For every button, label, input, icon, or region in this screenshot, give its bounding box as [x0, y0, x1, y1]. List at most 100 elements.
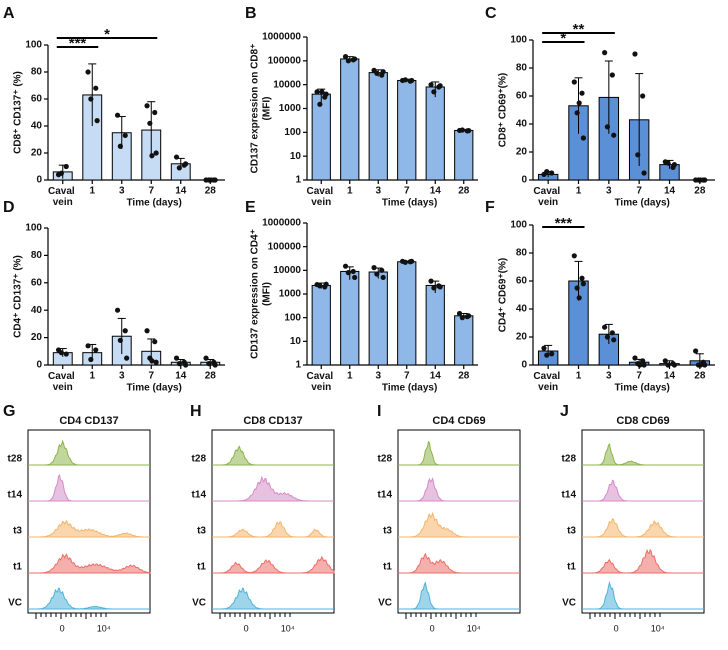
data-point	[456, 310, 463, 317]
panel-letter: F	[485, 199, 495, 216]
data-point	[635, 152, 641, 158]
row-label: t14	[8, 490, 23, 501]
row-label: t3	[567, 526, 576, 537]
y-tick-label: 60	[516, 276, 528, 287]
significance-label: *	[104, 26, 110, 43]
histogram	[582, 442, 704, 466]
data-point	[117, 143, 123, 149]
data-point	[466, 128, 472, 134]
y-tick-label: 60	[516, 91, 528, 102]
x-tick-label: 10⁴	[281, 623, 295, 633]
data-point	[428, 82, 434, 88]
y-axis-label: CD137 expression on CD8⁺	[250, 44, 261, 174]
data-point	[640, 93, 646, 99]
data-point	[431, 89, 437, 95]
histogram	[28, 474, 150, 502]
data-point	[173, 355, 180, 361]
data-point	[544, 352, 550, 358]
data-point	[58, 170, 64, 176]
y-tick-label: 1000000	[262, 218, 301, 229]
row-label: t3	[383, 526, 392, 537]
y-tick-label: 1000	[279, 103, 302, 114]
y-tick-label: 0	[521, 360, 527, 371]
y-tick-label: 100	[284, 127, 301, 138]
x-tick-label: 7	[636, 186, 642, 197]
y-axis-label: CD4⁺ CD69⁺(%)	[498, 258, 509, 332]
histogram	[398, 440, 520, 466]
data-point	[431, 285, 437, 291]
row-label: t1	[197, 562, 206, 573]
bar	[311, 93, 331, 181]
data-point	[152, 339, 158, 345]
y-tick-label: 100	[510, 220, 527, 231]
data-point	[576, 100, 582, 106]
row-label: t3	[13, 526, 22, 537]
data-point	[122, 132, 128, 139]
data-point	[379, 267, 385, 273]
data-point	[371, 265, 377, 271]
y-tick-label: 0	[36, 175, 42, 186]
x-tick-label: 3	[606, 186, 612, 197]
x-tick-label: 0	[430, 623, 435, 633]
y-tick-label: 40	[516, 304, 528, 315]
y-tick-label: 100	[25, 223, 42, 234]
data-point	[176, 165, 182, 171]
y-tick-label: 20	[31, 332, 43, 343]
data-point	[641, 362, 647, 368]
data-point	[697, 362, 704, 368]
data-point	[609, 72, 615, 78]
flow-title: CD8 CD137	[243, 415, 302, 427]
x-tick-label: 7	[404, 186, 410, 197]
x-tick-label: 10⁴	[467, 623, 481, 633]
data-point	[117, 337, 123, 343]
data-point	[144, 328, 150, 334]
x-tick-label: 0	[244, 623, 249, 633]
bar	[368, 271, 388, 366]
x-tick-label: 10⁴	[97, 623, 111, 633]
y-axis-label: (MFI)	[262, 282, 273, 306]
data-point	[342, 263, 349, 269]
y-tick-label: 1000000	[262, 32, 301, 43]
flow-title: CD4 CD137	[59, 415, 118, 427]
histogram	[582, 518, 704, 538]
flow-box	[211, 429, 335, 614]
x-tick-label: 0	[60, 623, 65, 633]
data-point	[671, 162, 678, 168]
data-point	[173, 154, 180, 160]
x-tick-label: 1	[347, 371, 353, 382]
data-point	[203, 355, 209, 361]
y-tick-label: 1	[295, 360, 301, 371]
data-point	[609, 330, 615, 336]
x-tick-label: 14	[430, 371, 442, 382]
data-point	[58, 350, 64, 356]
data-point	[602, 50, 608, 56]
significance-label: *	[560, 30, 566, 47]
panel-letter: B	[245, 5, 257, 22]
data-point	[402, 259, 408, 265]
data-point	[602, 324, 608, 330]
row-label: VC	[378, 598, 392, 609]
y-tick-label: 40	[31, 305, 43, 316]
data-point	[345, 58, 351, 64]
x-tick-label: Caval vein	[533, 186, 562, 208]
bar	[425, 86, 445, 181]
data-point	[574, 110, 580, 116]
data-point	[579, 90, 585, 96]
data-point	[632, 355, 638, 361]
y-tick-label: 1	[295, 175, 301, 186]
x-tick-label: 7	[148, 371, 154, 382]
data-point	[206, 361, 212, 367]
data-point	[352, 56, 358, 62]
data-point	[428, 278, 434, 284]
histogram	[28, 553, 151, 574]
x-tick-label: 7	[404, 371, 410, 382]
row-label: t28	[378, 454, 393, 465]
x-tick-label: 0	[614, 623, 619, 633]
data-point	[637, 362, 643, 368]
data-point	[632, 51, 638, 57]
data-point	[212, 177, 218, 183]
bar	[397, 261, 417, 366]
row-label: VC	[192, 598, 206, 609]
data-point	[93, 347, 99, 353]
y-tick-label: 100	[284, 312, 301, 323]
